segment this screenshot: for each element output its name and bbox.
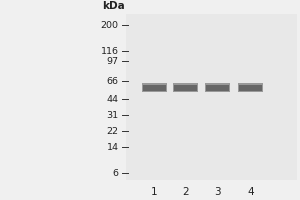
Text: 97: 97 — [106, 56, 119, 66]
Bar — [143, 85, 166, 91]
Text: 66: 66 — [106, 76, 119, 86]
Text: 3: 3 — [214, 187, 221, 197]
Text: kDa: kDa — [102, 1, 124, 11]
Bar — [142, 83, 167, 92]
Bar — [174, 85, 197, 91]
Text: 14: 14 — [106, 142, 119, 152]
Bar — [239, 85, 262, 91]
Text: 6: 6 — [112, 168, 118, 178]
Text: 4: 4 — [247, 187, 254, 197]
Text: 116: 116 — [100, 46, 118, 55]
Text: 22: 22 — [106, 127, 119, 136]
Text: 200: 200 — [100, 21, 118, 29]
Text: 31: 31 — [106, 110, 119, 119]
Bar — [205, 83, 230, 92]
Bar — [173, 83, 198, 92]
Bar — [206, 85, 229, 91]
Bar — [126, 14, 297, 180]
Text: 1: 1 — [151, 187, 158, 197]
Bar — [238, 83, 263, 92]
Text: 44: 44 — [106, 95, 119, 104]
Text: 2: 2 — [182, 187, 189, 197]
